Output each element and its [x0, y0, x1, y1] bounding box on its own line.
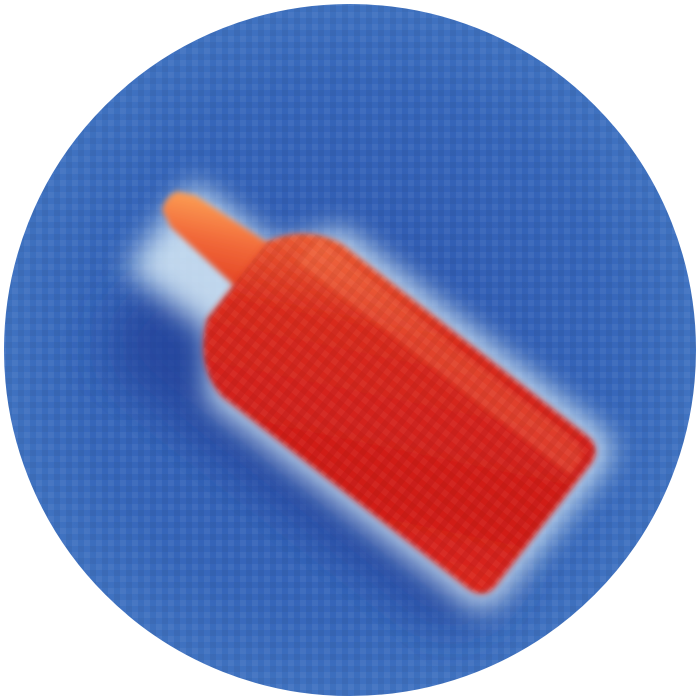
bottle-texture	[203, 233, 596, 594]
bottle	[162, 191, 596, 594]
bottle-neck	[162, 191, 276, 292]
